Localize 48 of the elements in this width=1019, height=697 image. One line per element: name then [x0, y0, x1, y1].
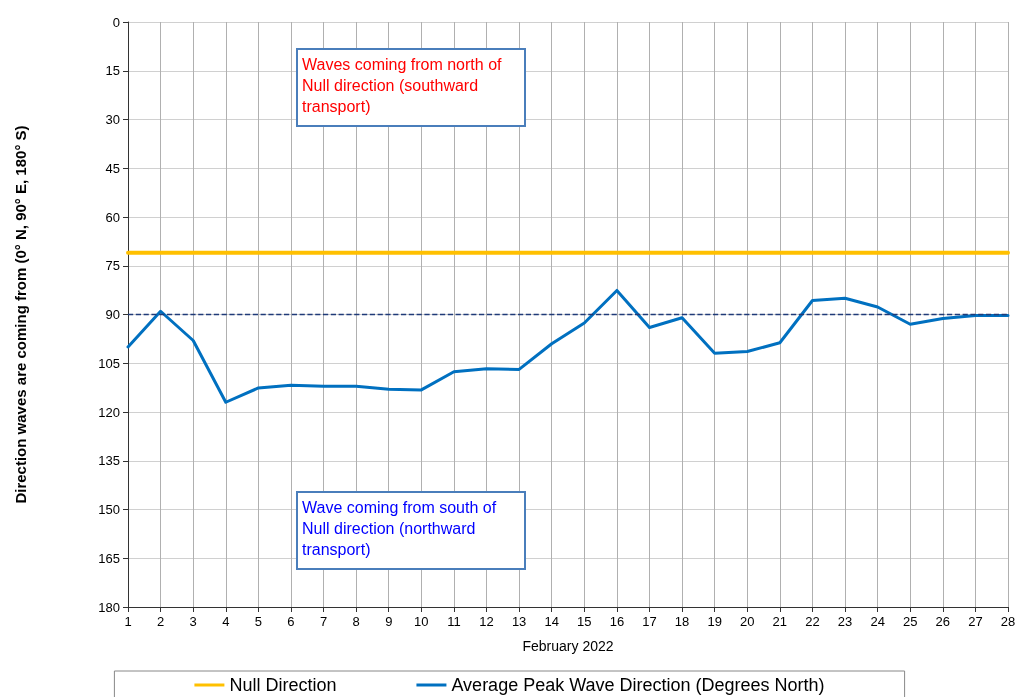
- x-tick-label: 21: [772, 614, 788, 629]
- y-tick-label: 105: [98, 355, 120, 371]
- y-tick-label: 135: [98, 453, 120, 469]
- line-series: [126, 288, 1010, 404]
- x-tick-label: 27: [968, 614, 983, 629]
- y-tick-label: 150: [98, 502, 120, 517]
- x-tick-label: 18: [674, 614, 690, 629]
- y-tick-label: 60: [105, 209, 120, 225]
- x-tick-label: 19: [707, 614, 722, 629]
- x-tick-label: 24: [870, 614, 885, 629]
- x-tick-label: 5: [254, 614, 262, 629]
- x-tick-label: 23: [837, 614, 853, 629]
- x-tick-label: 15: [577, 614, 592, 629]
- y-tick-label: 75: [105, 258, 120, 274]
- x-axis-title: February 2022: [522, 638, 614, 654]
- y-axis-title: Direction waves are coming from (0° N, 90° E, 180° S): [12, 125, 29, 504]
- y-tick-label: 180: [98, 599, 120, 615]
- x-tick-label: 6: [287, 614, 295, 629]
- x-tick-label: 8: [352, 614, 360, 629]
- x-tick-label: 13: [511, 614, 527, 629]
- x-tick-label: 20: [740, 614, 755, 629]
- annotation: Wave coming from south of Null direction (northward transport): [302, 499, 501, 558]
- x-tick-label: 17: [642, 614, 657, 629]
- x-tick-label: 2: [156, 614, 165, 629]
- y-tick-label: 0: [112, 14, 120, 30]
- x-tick-label: 4: [222, 614, 230, 629]
- x-tick-label: 11: [447, 614, 461, 629]
- x-tick-label: 7: [319, 614, 328, 629]
- x-tick-label: 14: [544, 614, 559, 629]
- y-tick-label: 45: [105, 160, 120, 176]
- x-tick-label: 12: [479, 614, 494, 629]
- legend-label: Null Direction: [229, 675, 337, 695]
- y-tick-label: 120: [98, 404, 120, 420]
- legend-label: Average Peak Wave Direction (Degrees North): [451, 675, 825, 695]
- x-tick-label: 10: [414, 614, 429, 629]
- x-tick-label: 16: [609, 614, 625, 629]
- y-tick-label: 15: [105, 63, 120, 79]
- y-tick-label: 90: [105, 307, 120, 322]
- x-tick-label: 26: [935, 614, 951, 629]
- y-tick-label: 30: [105, 112, 120, 127]
- x-tick-label: 9: [385, 614, 393, 629]
- x-tick-label: 3: [189, 614, 197, 629]
- x-tick-label: 28: [1000, 614, 1016, 629]
- y-tick-label: 165: [98, 550, 120, 566]
- x-tick-label: 25: [902, 614, 918, 629]
- x-tick-label: 1: [124, 614, 132, 629]
- x-tick-label: 22: [805, 614, 820, 629]
- annotation: Waves coming from north of Null direction (southward transport): [302, 56, 506, 115]
